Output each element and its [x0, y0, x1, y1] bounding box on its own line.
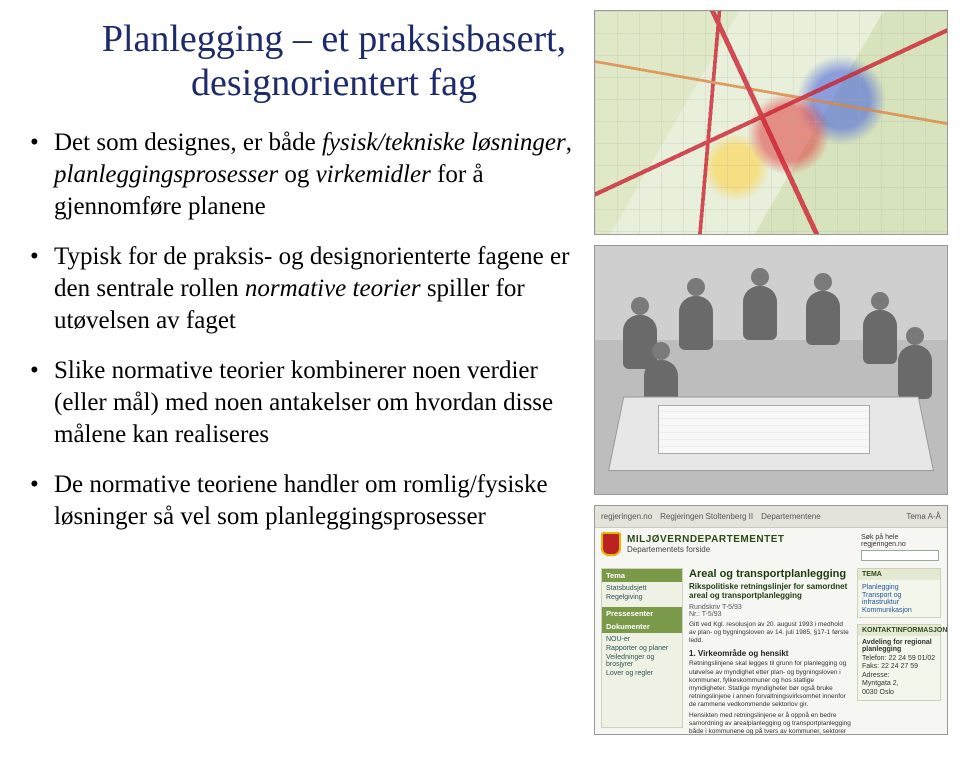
kontakt-addr-2: 0030 Oslo: [862, 689, 936, 696]
person-head: [631, 297, 649, 315]
kontakt-addr-label: Adresse:: [862, 672, 890, 679]
web-search: Søk på hele regjeringen.no: [861, 534, 939, 561]
search-field: [861, 550, 939, 561]
leftnav-item: Statsbudsjett: [606, 584, 678, 593]
person-silhouette: [806, 291, 840, 345]
leftnav-list-2: NOU-er Rapporter og planer Veiledninger …: [602, 633, 682, 683]
kontakt-tel-value: 22 24 59 01/02: [888, 655, 935, 662]
web-meta-1: Rundskriv T-5/93: [689, 604, 851, 611]
kontakt-header: KONTAKTINFORMASJON: [858, 625, 940, 636]
web-main-subtitle: Rikspolitiske retningslinjer for samordn…: [689, 582, 851, 600]
person-head: [814, 273, 832, 291]
slide-title: Planlegging – et praksisbasert, designor…: [88, 18, 580, 105]
web-section-title: 1. Virkeområde og hensikt: [689, 649, 851, 658]
person-silhouette: [679, 296, 713, 350]
map-roads: [595, 11, 947, 234]
search-label: Søk på hele regjeringen.no: [861, 534, 939, 548]
kontakt-title: Avdeling for regional planlegging: [862, 639, 936, 653]
bullet-1-pre: Det som designes, er både: [54, 129, 322, 156]
bullet-1-mid2: og: [278, 161, 316, 188]
leftnav-header-dok: Dokumenter: [602, 620, 682, 633]
map-image: [594, 10, 948, 235]
person-silhouette: [898, 345, 932, 399]
kontakt-addr: Adresse:: [862, 672, 936, 679]
web-para-2: Hensikten med retningslinjene er å oppnå…: [689, 712, 851, 735]
leftnav-item: Veiledninger og brosjyrer: [606, 653, 678, 669]
text-column: Planlegging – et praksisbasert, designor…: [0, 0, 590, 760]
bullet-4: De normative teoriene handler om romlig/…: [28, 469, 580, 533]
kontakt-tel: Telefon: 22 24 59 01/02: [862, 655, 936, 662]
title-line-1: Planlegging – et praksisbasert,: [102, 18, 566, 60]
department-title: MILJØVERNDEPARTEMENTET: [627, 534, 857, 545]
department-subtitle: Departementets forside: [627, 545, 857, 554]
web-main-title: Areal og transportplanlegging: [689, 568, 851, 580]
breadcrumb-3: Departementene: [761, 512, 821, 521]
breadcrumb-2: Regjeringen Stoltenberg II: [660, 512, 753, 521]
leftnav-item: Rapporter og planer: [606, 644, 678, 653]
bullet-1: Det som designes, er både fysisk/teknisk…: [28, 127, 580, 223]
bullet-3: Slike normative teorier kombinerer noen …: [28, 355, 580, 451]
kontakt-fax-value: 22 24 27 59: [881, 663, 918, 670]
breadcrumb-right-1: Tema A-Å: [906, 512, 941, 521]
title-line-2: designorientert fag: [191, 62, 477, 104]
kontakt-addr-1: Myntgata 2,: [862, 680, 936, 687]
person-head: [687, 278, 705, 296]
person-silhouette: [863, 310, 897, 364]
web-meta-2: Nr.: T-5/93: [689, 611, 851, 618]
leftnav-header-tema: Tema: [602, 569, 682, 582]
leftnav-item: NOU-er: [606, 635, 678, 644]
tema-header: TEMA: [858, 569, 940, 580]
meeting-photo: [594, 245, 948, 495]
web-para-1: Retningslinjene skal legges til grunn fo…: [689, 660, 851, 709]
tema-body: Planlegging Transport og infrastruktur K…: [858, 580, 940, 617]
bullet-2: Typisk for de praksis- og designorienter…: [28, 241, 580, 337]
tema-link: Transport og infrastruktur: [862, 591, 936, 606]
slide: Planlegging – et praksisbasert, designor…: [0, 0, 960, 760]
web-meta: Rundskriv T-5/93 Nr.: T-5/93: [689, 604, 851, 618]
papers-on-table: [658, 405, 869, 455]
bullet-2-emph-1: normative teorier: [245, 275, 421, 302]
kontakt-fax-label: Faks:: [862, 663, 879, 670]
kontakt-body: Avdeling for regional planlegging Telefo…: [858, 636, 940, 700]
crest-icon: [601, 532, 621, 556]
leftnav-item: Regelgiving: [606, 593, 678, 602]
web-left-nav: Tema Statsbudsjett Regelgiving Pressesen…: [601, 568, 683, 728]
web-header: MILJØVERNDEPARTEMENTET Departementets fo…: [627, 534, 857, 554]
bullet-1-emph-1: fysisk/tekniske løsninger: [322, 129, 566, 156]
kontakt-box: KONTAKTINFORMASJON Avdeling for regional…: [857, 624, 941, 701]
web-meta-3: Gitt ved Kgl. resolusjon av 20. august 1…: [689, 621, 851, 645]
person-head: [906, 327, 924, 345]
tema-link: Kommunikasjon: [862, 606, 936, 614]
kontakt-tel-label: Telefon:: [862, 655, 887, 662]
bullet-1-emph-2: planleggingsprosesser: [54, 161, 278, 188]
web-breadcrumb: regjeringen.no Regjeringen Stoltenberg I…: [595, 506, 947, 528]
breadcrumb-1: regjeringen.no: [601, 512, 652, 521]
leftnav-item: Lover og regler: [606, 669, 678, 678]
person-head: [751, 268, 769, 286]
web-right-col: TEMA Planlegging Transport og infrastruk…: [857, 568, 941, 728]
web-main: Areal og transportplanlegging Rikspoliti…: [689, 568, 851, 728]
webpage-image: regjeringen.no Regjeringen Stoltenberg I…: [594, 505, 948, 735]
bullet-1-mid: ,: [566, 129, 572, 156]
bullet-list: Det som designes, er både fysisk/teknisk…: [28, 127, 580, 533]
tema-link: Planlegging: [862, 583, 936, 591]
person-head: [652, 342, 670, 360]
bullet-1-emph-3: virkemidler: [316, 161, 431, 188]
bullet-4-text: De normative teoriene handler om romlig/…: [54, 471, 548, 530]
tema-box: TEMA Planlegging Transport og infrastruk…: [857, 568, 941, 618]
kontakt-fax: Faks: 22 24 27 59: [862, 663, 936, 670]
image-column: regjeringen.no Regjeringen Stoltenberg I…: [590, 0, 960, 760]
leftnav-list-1: Statsbudsjett Regelgiving: [602, 582, 682, 607]
leftnav-header-presse: Pressesenter: [602, 607, 682, 620]
bullet-3-text: Slike normative teorier kombinerer noen …: [54, 357, 553, 448]
person-silhouette: [743, 286, 777, 340]
person-head: [871, 292, 889, 310]
